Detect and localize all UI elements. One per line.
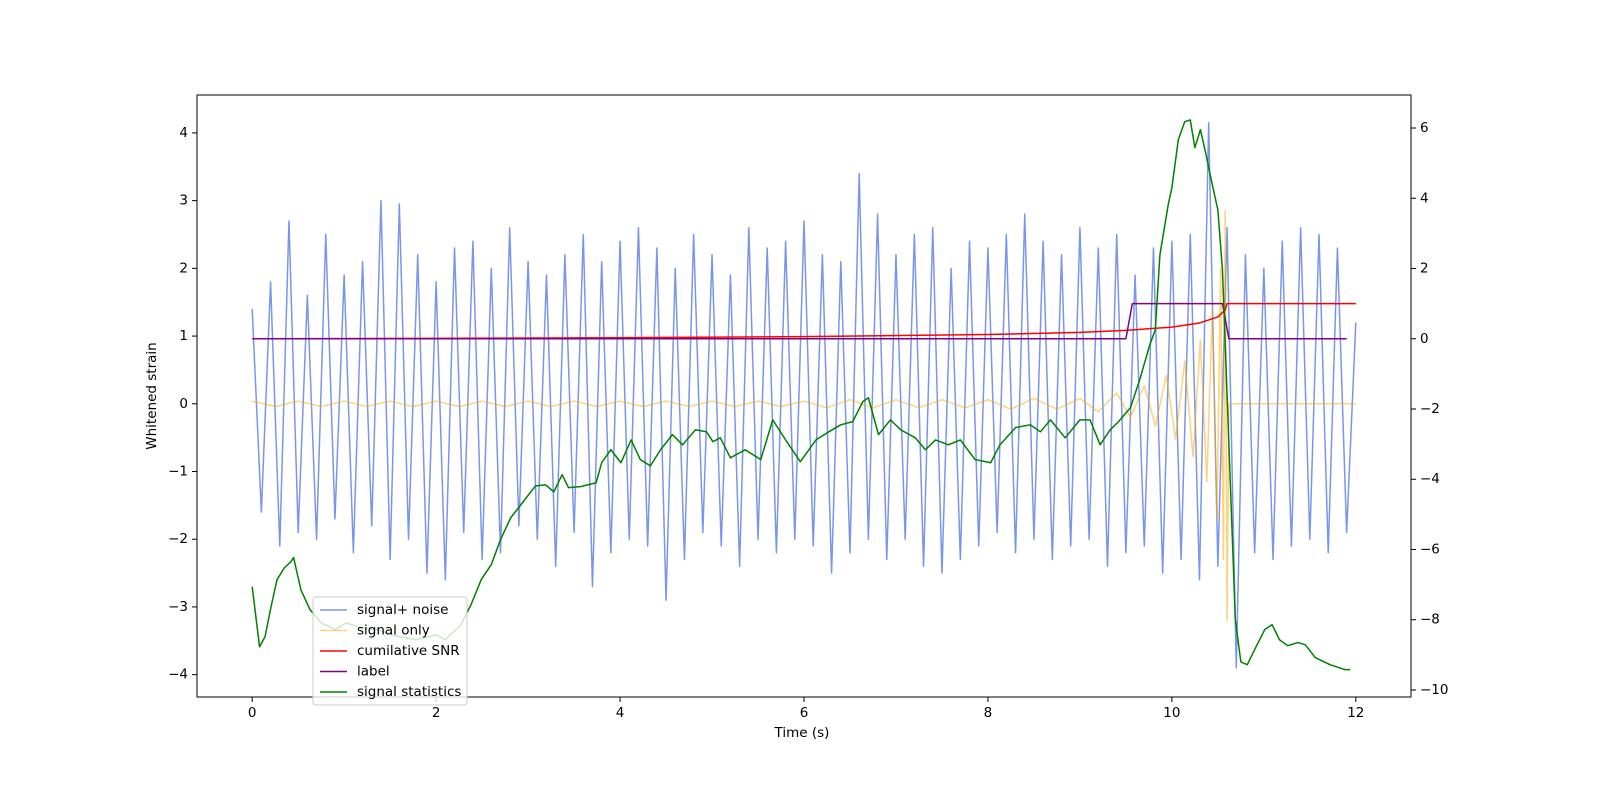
y-axis-label: Whitened strain: [144, 342, 160, 449]
legend-label: cumilative SNR: [357, 643, 460, 659]
x-tick-label: 8: [984, 705, 993, 721]
y-tick-label: −3: [168, 599, 188, 615]
y-tick-label: −2: [168, 531, 188, 547]
x-tick-label: 4: [616, 705, 625, 721]
legend-label: signal statistics: [357, 684, 461, 700]
legend: signal+ noise signal only cumilative SNR la…: [312, 596, 468, 706]
series-line: [252, 302, 1347, 340]
y2-tick-label: 0: [1420, 331, 1429, 347]
y-tick-label: 2: [179, 260, 188, 276]
series-line: [252, 210, 1356, 622]
y-tick-label: −4: [168, 667, 188, 683]
x-axis-label: Time (s): [774, 725, 830, 741]
y2-tick-label: −8: [1420, 612, 1440, 628]
x-tick-label: 2: [432, 705, 441, 721]
legend-box: [312, 596, 468, 706]
legend-label: signal+ noise: [357, 602, 448, 618]
y-tick-label: −1: [168, 464, 188, 480]
x-tick-label: 12: [1347, 705, 1364, 721]
y2-tick-label: −6: [1420, 541, 1440, 557]
y2-tick-label: −4: [1420, 471, 1440, 487]
series-line: [251, 122, 1357, 669]
y-tick-label: 1: [179, 328, 188, 344]
y2-tick-label: −10: [1420, 682, 1449, 698]
y2-tick-label: 6: [1420, 120, 1429, 136]
x-tick-label: 6: [800, 705, 809, 721]
legend-label: signal only: [357, 623, 430, 639]
y-tick-label: 0: [179, 396, 188, 412]
y-tick-label: 3: [179, 193, 188, 209]
y2-tick-label: 4: [1420, 190, 1429, 206]
y2-tick-label: 2: [1420, 261, 1429, 277]
y2-tick-label: −2: [1420, 401, 1440, 417]
x-tick-label: 0: [248, 705, 257, 721]
legend-label: label: [357, 664, 390, 680]
x-tick-label: 10: [1163, 705, 1180, 721]
series-line: [252, 302, 1356, 340]
y-tick-label: 4: [179, 125, 188, 141]
